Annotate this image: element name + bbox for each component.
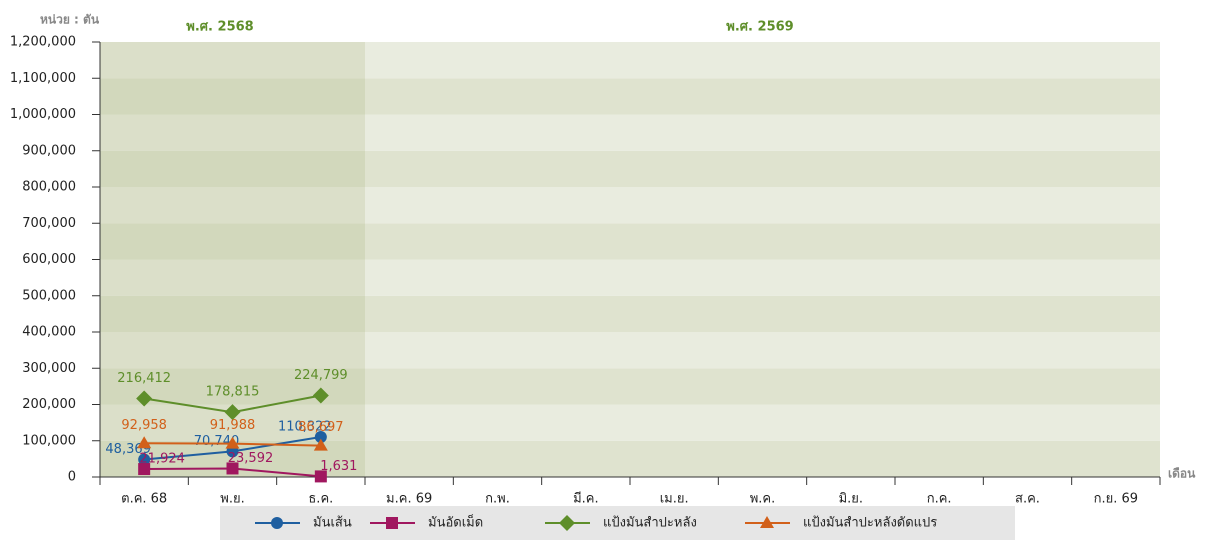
y-tick-label: 100,000: [22, 433, 76, 448]
y-tick-label: 700,000: [22, 216, 76, 231]
marker: [136, 390, 153, 407]
x-tick-label: ก.ค.: [927, 492, 952, 507]
x-tick-label: ต.ค. 68: [121, 492, 167, 507]
band: [100, 259, 1160, 296]
data-label: 92,958: [121, 418, 167, 433]
x-tick-label: พ.ย.: [220, 492, 244, 507]
y-tick-label: 800,000: [22, 180, 76, 195]
band: [100, 150, 1160, 187]
marker: [312, 387, 329, 404]
y-tick-label: 500,000: [22, 288, 76, 303]
marker: [559, 515, 575, 531]
marker: [314, 431, 327, 444]
marker: [314, 470, 327, 483]
legend-label: แป้งมันสำปะหลังดัดแปร: [803, 516, 937, 531]
x-tick-label: พ.ค.: [750, 492, 776, 507]
x-tick-label: ธ.ค.: [308, 492, 333, 507]
marker: [271, 517, 283, 529]
marker: [386, 517, 398, 529]
marker: [138, 463, 151, 476]
y-tick-label: 600,000: [22, 252, 76, 267]
data-label: 110,322: [278, 420, 332, 435]
data-label: 224,799: [294, 368, 348, 383]
x-tick-label: มิ.ย.: [839, 492, 863, 507]
marker: [138, 453, 151, 466]
data-label: 86,697: [298, 420, 344, 435]
y-tick-label: 1,100,000: [10, 71, 76, 86]
data-label: 91,988: [210, 418, 256, 433]
legend-label: แป้งมันสำปะหลัง: [603, 516, 697, 531]
x-tick-label: เม.ย.: [660, 492, 689, 507]
y-tick-label: 1,000,000: [10, 107, 76, 122]
band: [100, 42, 1160, 79]
y-tick-label: 0: [68, 470, 76, 485]
band: [100, 368, 1160, 405]
period-label: พ.ศ. 2569: [726, 20, 793, 35]
band: [100, 187, 1160, 224]
x-tick-label: ก.พ.: [485, 492, 510, 507]
x-tick-label: ส.ค.: [1015, 492, 1040, 507]
marker: [226, 462, 239, 475]
band: [100, 295, 1160, 332]
plot-background: [100, 42, 1160, 477]
period-label: พ.ศ. 2568: [186, 20, 253, 35]
marker: [313, 438, 328, 451]
band: [100, 78, 1160, 115]
legend-label: มันอัดเม็ด: [428, 513, 483, 531]
legend-box: [220, 506, 1015, 540]
marker: [224, 404, 241, 421]
data-label: 23,592: [228, 451, 274, 466]
y-tick-label: 200,000: [22, 397, 76, 412]
legend-label: มันเส้น: [313, 516, 352, 531]
data-label: 216,412: [117, 371, 171, 386]
y-tick-label: 400,000: [22, 325, 76, 340]
data-label: 1,631: [320, 459, 357, 474]
band: [100, 404, 1160, 441]
data-label: 178,815: [206, 385, 260, 400]
x-tick-label: ม.ค. 69: [386, 492, 432, 507]
x-tick-label: ก.ย. 69: [1094, 492, 1138, 507]
marker: [760, 516, 774, 528]
y-tick-label: 1,200,000: [10, 35, 76, 50]
y-unit-label: หน่วย : ตัน: [40, 13, 100, 27]
data-label: 21,924: [139, 452, 185, 467]
band: [100, 332, 1160, 369]
band: [100, 223, 1160, 260]
marker: [225, 436, 240, 449]
y-tick-label: 300,000: [22, 361, 76, 376]
marker: [137, 436, 152, 449]
y-tick-label: 900,000: [22, 143, 76, 158]
band: [100, 440, 1160, 477]
x-tick-label: มี.ค.: [573, 491, 599, 507]
x-unit-label: เดือน: [1168, 467, 1196, 481]
band: [100, 114, 1160, 151]
